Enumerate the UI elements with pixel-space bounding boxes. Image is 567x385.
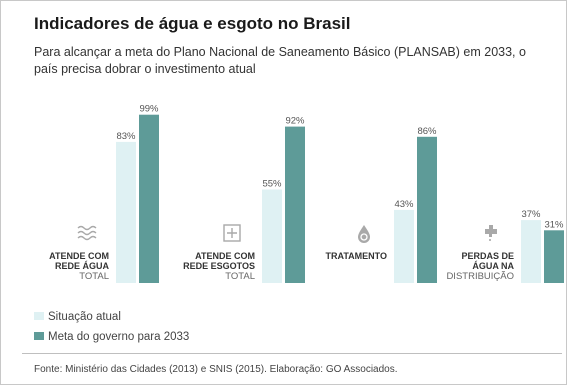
category-label-1-0: ATENDE COM: [195, 251, 255, 261]
data-label-atual-0: 83%: [116, 131, 136, 142]
legend-swatch-meta: [34, 332, 44, 340]
source-note: Fonte: Ministério das Cidades (2013) e S…: [34, 364, 398, 375]
legend-label-atual: Situação atual: [48, 311, 121, 323]
data-label-meta-3: 31%: [544, 219, 564, 230]
faucet-icon: [485, 225, 497, 241]
bar-atual-3: [521, 220, 541, 283]
bar-meta-3: [544, 230, 564, 283]
water-drop-icon: [358, 225, 370, 243]
divider: [22, 353, 562, 354]
data-label-atual-1: 55%: [262, 179, 282, 190]
category-label-0-1: REDE ÁGUA: [55, 261, 110, 271]
data-label-meta-2: 86%: [417, 126, 437, 137]
bar-atual-1: [262, 189, 282, 283]
chart-subtitle: Para alcançar a meta do Plano Nacional d…: [34, 45, 526, 76]
category-label-0-2: TOTAL: [79, 271, 109, 282]
legend-item-meta: Meta do governo para 2033: [34, 331, 189, 343]
waves-icon: [77, 225, 97, 241]
data-label-atual-2: 43%: [394, 199, 414, 210]
category-label-1-1: REDE ESGOTOS: [183, 261, 255, 271]
category-label-3-2: DISTRIBUIÇÃO: [446, 271, 514, 282]
bar-meta-0: [139, 114, 159, 283]
data-label-atual-3: 37%: [521, 209, 541, 220]
category-label-3-0: PERDAS DE: [461, 251, 514, 261]
category-label-3-1: ÁGUA NA: [472, 261, 514, 271]
legend-label-meta: Meta do governo para 2033: [48, 331, 190, 343]
chart-title: Indicadores de água e esgoto no Brasil: [34, 14, 351, 33]
bar-meta-1: [285, 126, 305, 283]
bar-atual-2: [394, 209, 414, 283]
plus-box-icon: [223, 224, 241, 242]
data-label-meta-0: 99%: [139, 104, 159, 115]
category-label-2-0: TRATAMENTO: [326, 251, 388, 261]
legend-item-atual: Situação atual: [34, 311, 121, 323]
data-label-meta-1: 92%: [285, 116, 305, 127]
category-label-1-2: TOTAL: [225, 271, 255, 282]
bar-meta-2: [417, 136, 437, 283]
legend-swatch-atual: [34, 312, 44, 320]
category-label-0-0: ATENDE COM: [49, 251, 109, 261]
bar-atual-0: [116, 141, 136, 283]
